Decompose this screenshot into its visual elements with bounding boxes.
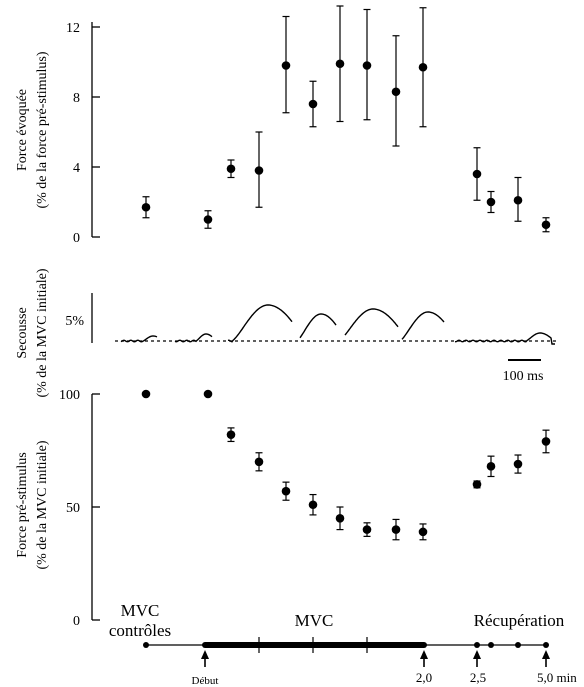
timeline-5-label: 5,0 min <box>537 670 577 685</box>
bottom-panel: 0 50 100 Force pré-stimulus (% de la MVC i… <box>15 388 551 629</box>
top-panel: 0 4 8 12 Force évoquée (% de la force pré-s… <box>15 5 551 246</box>
middle-ylabel-line2: (% de la MVC initiale) <box>35 268 50 397</box>
timeline-2-5-label: 2,5 <box>470 670 486 685</box>
twitch-trace-6 <box>455 332 555 345</box>
timeline-markers <box>143 637 550 667</box>
phase-control-label-2: contrôles <box>109 621 171 640</box>
timeline-arrow-head-2 <box>473 650 481 659</box>
top-point-8 <box>391 87 401 97</box>
top-point-12 <box>513 195 523 205</box>
timeline-dot-6 <box>543 642 549 648</box>
time-scale-label: 100 ms <box>503 369 544 384</box>
twitch-trace-5 <box>401 311 445 340</box>
top-tick-label-1: 4 <box>73 161 80 176</box>
top-point-10 <box>472 169 482 179</box>
bottom-point-11 <box>486 462 496 471</box>
mvc-period-bar <box>205 642 424 648</box>
timeline-dot-2 <box>421 642 427 648</box>
timeline-start-label: Début <box>192 675 219 687</box>
bottom-point-13 <box>541 437 551 446</box>
timeline-dot-0 <box>143 642 149 648</box>
timeline-2-label: 2,0 <box>416 670 432 685</box>
phase-recovery-label: Récupération <box>474 611 565 630</box>
bottom-point-0 <box>141 389 151 399</box>
top-tick-label-0: 0 <box>73 231 80 246</box>
bottom-point-5 <box>308 500 318 510</box>
bottom-y-ticks: 0 50 100 <box>59 388 100 629</box>
bottom-point-3 <box>254 457 264 467</box>
twitch-trace-2 <box>227 304 293 343</box>
top-data-points <box>141 5 551 233</box>
bottom-tick-label-1: 50 <box>66 501 80 516</box>
bottom-point-9 <box>418 527 428 537</box>
middle-panel: 5% 100 ms Secousse (% de la MVC initiale… <box>15 268 558 398</box>
phase-mvc-label: MVC <box>295 611 334 630</box>
top-point-6 <box>335 59 345 69</box>
bottom-point-10 <box>472 480 482 489</box>
top-ylabel-line2: (% de la force pré-stimulus) <box>35 51 50 208</box>
bottom-ylabel-line1: Force pré-stimulus <box>15 452 30 557</box>
top-point-5 <box>308 99 318 109</box>
middle-ylabel-line1: Secousse <box>15 307 30 358</box>
bottom-point-4 <box>281 486 291 496</box>
timeline-dot-5 <box>515 642 521 648</box>
top-point-13 <box>541 220 551 230</box>
bottom-ylabel-line2: (% de la MVC initiale) <box>35 440 50 569</box>
twitch-trace-4 <box>344 308 399 336</box>
timeline: Début 2,0 2,5 5,0 min <box>143 637 577 687</box>
twitch-traces <box>120 304 555 345</box>
timeline-arrow-head-0 <box>201 650 209 659</box>
top-point-2 <box>226 164 236 174</box>
top-tick-label-2: 8 <box>73 91 80 106</box>
top-point-0 <box>141 202 151 212</box>
top-point-11 <box>486 197 496 207</box>
twitch-scale-label: 5% <box>65 314 84 329</box>
top-y-ticks: 0 4 8 12 <box>66 21 100 246</box>
top-point-4 <box>281 61 291 70</box>
timeline-dot-1 <box>202 642 208 648</box>
top-tick-label-3: 12 <box>66 21 80 36</box>
bottom-point-2 <box>226 430 236 439</box>
twitch-trace-1 <box>174 333 213 343</box>
bottom-tick-label-0: 0 <box>73 614 80 629</box>
top-point-9 <box>418 62 428 72</box>
bottom-tick-label-2: 100 <box>59 388 80 403</box>
bottom-point-7 <box>362 525 372 534</box>
twitch-trace-0 <box>120 335 158 343</box>
timeline-arrow-head-1 <box>420 650 428 659</box>
top-point-1 <box>203 215 213 224</box>
timeline-arrow-head-3 <box>542 650 550 659</box>
bottom-point-1 <box>203 389 213 399</box>
phase-control-label-1: MVC <box>121 601 160 620</box>
timeline-dot-4 <box>488 642 494 648</box>
bottom-data-points <box>141 389 551 541</box>
bottom-point-8 <box>391 525 401 534</box>
twitch-trace-3 <box>299 313 337 339</box>
bottom-point-12 <box>513 459 523 469</box>
top-point-7 <box>362 61 372 70</box>
top-point-3 <box>254 166 264 175</box>
bottom-point-6 <box>335 514 345 523</box>
timeline-dot-3 <box>474 642 480 648</box>
top-ylabel-line1: Force évoquée <box>15 89 30 171</box>
